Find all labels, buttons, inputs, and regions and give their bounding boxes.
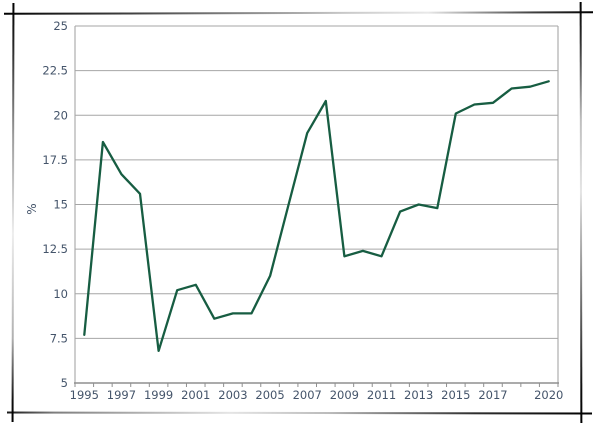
x-tick-label: 1995 bbox=[70, 388, 99, 402]
y-tick-label: 22.5 bbox=[42, 64, 68, 78]
x-tick-label: 2009 bbox=[330, 388, 359, 402]
gridlines bbox=[75, 25, 558, 339]
x-tick-label: 2020 bbox=[534, 388, 563, 402]
y-tick-label: 12.5 bbox=[42, 242, 68, 256]
x-tick-label: 2001 bbox=[181, 388, 210, 402]
x-tick-label: 2003 bbox=[218, 388, 247, 402]
axis-labels: 5 7.5 10 12.5 15 17.5 20 22.5 25 1995 1997 1999 2001… bbox=[42, 19, 563, 402]
y-tick-label: 10 bbox=[53, 287, 68, 301]
percent-line-series bbox=[83, 80, 550, 353]
y-tick-label: 15 bbox=[53, 198, 68, 212]
y-tick-label: 7.5 bbox=[50, 331, 68, 345]
y-tick-label: 17.5 bbox=[42, 153, 68, 167]
y-tick-label: 20 bbox=[53, 108, 68, 122]
y-axis-title: % bbox=[25, 203, 39, 214]
data-series bbox=[83, 80, 550, 353]
x-tick-label: 2013 bbox=[404, 388, 433, 402]
x-tick-label: 2005 bbox=[255, 388, 284, 402]
x-tick-label: 2011 bbox=[367, 388, 396, 402]
axes bbox=[74, 26, 559, 387]
x-tick-label: 2017 bbox=[478, 388, 507, 402]
x-tick-label: 1997 bbox=[107, 388, 136, 402]
x-tick-label: 1999 bbox=[144, 388, 173, 402]
y-tick-label: 5 bbox=[61, 376, 68, 390]
x-tick-label: 2007 bbox=[293, 388, 322, 402]
y-tick-label: 25 bbox=[53, 19, 68, 33]
x-tick-label: 2015 bbox=[441, 388, 470, 402]
